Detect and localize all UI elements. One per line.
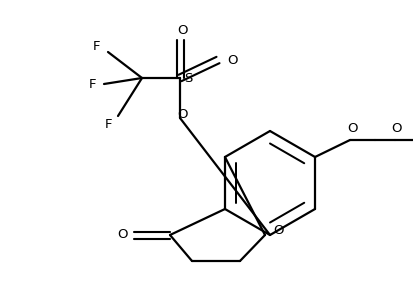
Text: O: O xyxy=(177,109,187,122)
Text: O: O xyxy=(177,24,187,36)
Text: F: F xyxy=(104,118,112,130)
Text: F: F xyxy=(93,40,101,52)
Text: S: S xyxy=(184,72,192,84)
Text: O: O xyxy=(347,122,357,134)
Text: O: O xyxy=(117,228,127,242)
Text: O: O xyxy=(227,54,237,67)
Text: O: O xyxy=(273,224,283,237)
Text: F: F xyxy=(88,77,96,91)
Text: O: O xyxy=(392,122,402,134)
